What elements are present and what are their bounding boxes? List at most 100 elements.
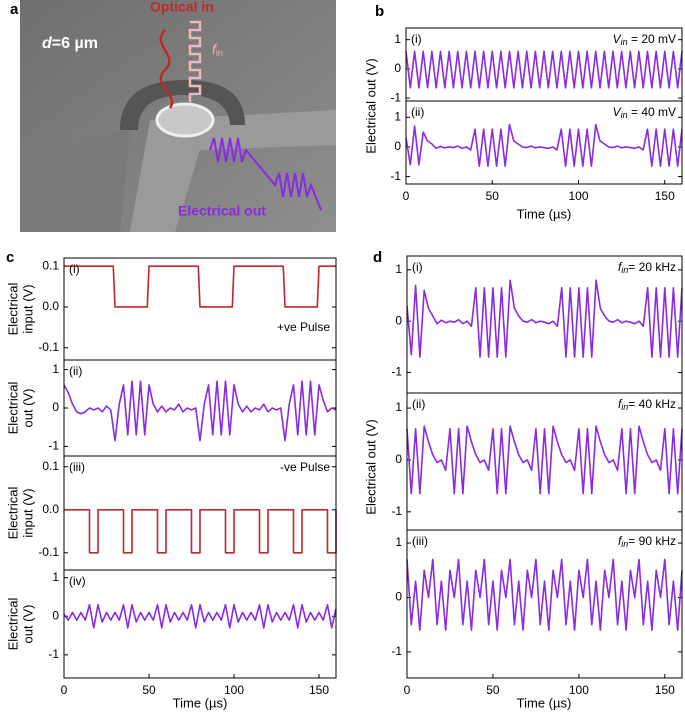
annotation-text: = 90 kHz: [628, 534, 676, 548]
x-tick-label: 150: [655, 683, 675, 697]
annotation-symbol: V: [613, 105, 622, 119]
panel-letter: c: [6, 249, 14, 266]
ring-trench: [120, 80, 245, 130]
plot-frame: [406, 529, 683, 679]
y-tick-label: 1: [395, 400, 402, 414]
annotation-subscript: in: [621, 37, 628, 47]
y-axis-label: Electrical: [5, 382, 20, 435]
annotation-text: = 20 mV: [628, 32, 676, 46]
panel-letter: d: [373, 249, 382, 266]
y-tick-label: -1: [391, 644, 402, 658]
plot-frame: [406, 392, 683, 531]
y-tick-label: 0: [394, 61, 401, 75]
trace: [406, 558, 683, 631]
subplot-label: (ii): [411, 105, 424, 119]
electrode: [130, 110, 336, 232]
annotation-symbol: V: [613, 32, 622, 46]
y-tick-label: 0: [395, 313, 402, 327]
modulation-wave: [188, 20, 202, 102]
x-tick-label: 50: [486, 189, 500, 203]
y-tick-label: -0.1: [38, 545, 59, 559]
subplot-label: (i): [69, 262, 80, 276]
y-axis-label: Electrical: [5, 598, 20, 651]
trace: [405, 50, 683, 89]
x-tick-label: 50: [142, 683, 156, 697]
trace: [63, 603, 337, 629]
annotation-symbol: f: [618, 260, 623, 274]
y-tick-label: 1: [395, 262, 402, 276]
electrical-out-label: Electrical out: [178, 203, 266, 219]
annotation: Vin = 20 mV: [613, 32, 676, 47]
annotation-subscript: in: [621, 402, 628, 412]
y-tick-label: -0.1: [38, 340, 59, 354]
scale-label: d=6 µm: [42, 35, 98, 52]
y-tick-label: -1: [390, 169, 401, 183]
x-tick-label: 150: [655, 189, 675, 203]
f-symbol: f: [212, 41, 218, 57]
scale-text: =6 µm: [52, 35, 98, 52]
annotation-subscript: in: [621, 539, 628, 549]
y-axis-label: Electrical: [5, 283, 20, 336]
y-tick-label: -1: [391, 504, 402, 518]
substrate: [20, 130, 130, 232]
annotation-symbol: f: [618, 534, 623, 548]
subplot-label: (iv): [69, 574, 86, 588]
x-tick-label: 0: [403, 189, 410, 203]
panel-letter: a: [10, 1, 19, 18]
subplot-label: (ii): [412, 397, 425, 411]
x-tick-label: 0: [61, 683, 68, 697]
trace: [63, 380, 337, 442]
subplot-label: (i): [411, 32, 422, 46]
y-tick-label: -1: [48, 439, 59, 453]
x-axis-label: Time (µs): [517, 206, 572, 221]
annotation-text: = 40 mV: [628, 105, 676, 119]
f-in-label: fin: [212, 41, 223, 59]
y-tick-label: -1: [391, 365, 402, 379]
y-tick-label: -1: [390, 90, 401, 104]
microdisk: [155, 102, 215, 138]
x-tick-label: 150: [309, 683, 329, 697]
x-tick-label: 50: [486, 683, 500, 697]
annotation-symbol: f: [618, 397, 623, 411]
subplot-label: (ii): [69, 364, 82, 378]
annotation-text: = 20 kHz: [628, 260, 676, 274]
trace: [64, 265, 336, 308]
y-tick-label: 0.0: [42, 502, 59, 516]
subplot-label: (iii): [69, 460, 85, 474]
y-axis-label: out (V): [20, 388, 35, 427]
y-tick-label: 0: [52, 608, 59, 622]
y-tick-label: -1: [48, 647, 59, 661]
electrical-out-wave: [209, 137, 322, 211]
pulse-note: +ve Pulse: [277, 320, 330, 334]
y-tick-label: 0.1: [42, 258, 59, 272]
y-tick-label: 0.1: [42, 459, 59, 473]
y-axis-label: input (V): [20, 284, 35, 333]
y-tick-label: 1: [394, 32, 401, 46]
y-tick-label: 0.0: [42, 299, 59, 313]
x-tick-label: 0: [404, 683, 411, 697]
annotation: fin= 20 kHz: [618, 260, 676, 275]
y-axis-label: Electrical: [5, 487, 20, 540]
trace: [406, 279, 683, 358]
y-tick-label: 0: [52, 400, 59, 414]
f-subscript: in: [216, 48, 223, 58]
plot-frame: [405, 100, 683, 185]
x-axis-label: Time (µs): [517, 695, 572, 710]
x-tick-label: 100: [569, 683, 589, 697]
subplot-label: (i): [412, 260, 423, 274]
scale-symbol: d: [42, 35, 53, 52]
trace: [64, 508, 337, 554]
y-tick-label: 1: [52, 570, 59, 584]
optical-in-label: Optical in: [150, 0, 214, 15]
annotation: Vin = 40 mV: [613, 105, 676, 120]
subplot-label: (iii): [412, 534, 428, 548]
annotation-subscript: in: [621, 110, 628, 120]
y-axis-label: Electrical out (V): [363, 419, 378, 514]
panel-letter: b: [375, 3, 384, 20]
annotation-text: = 40 kHz: [628, 397, 676, 411]
x-tick-label: 100: [224, 683, 244, 697]
annotation: fin= 90 kHz: [618, 534, 676, 549]
trace: [406, 425, 683, 495]
y-tick-label: 0: [394, 139, 401, 153]
